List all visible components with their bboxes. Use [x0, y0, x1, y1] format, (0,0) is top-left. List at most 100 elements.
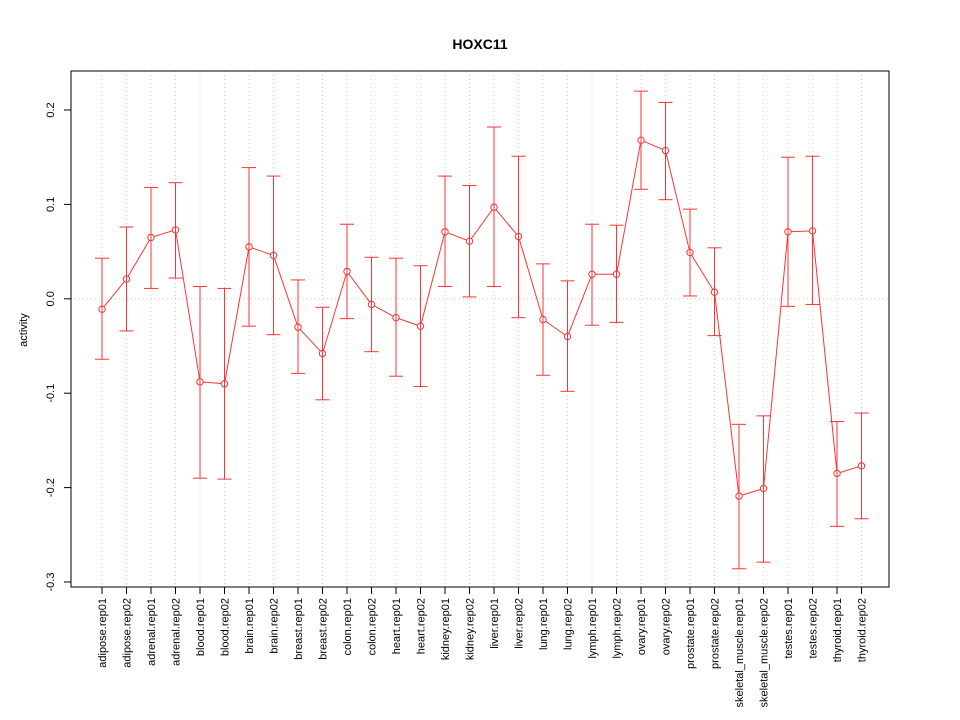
plot-frame [70, 70, 890, 588]
series-line-segment [665, 153, 690, 250]
x-tick-label: prostate.rep01 [685, 598, 697, 669]
x-tick-label: heart.rep01 [391, 598, 403, 654]
y-axis: -0.3 -0.2 -0.1 0.0 0.1 0.2 [45, 102, 71, 591]
data-point [245, 243, 253, 251]
x-tick-label: lymph.rep01 [587, 598, 599, 659]
error-bar [683, 208, 697, 297]
error-bar [487, 126, 501, 288]
data-point [318, 349, 327, 358]
x-tick-label: adrenal.rep02 [171, 598, 183, 666]
error-bar [511, 155, 526, 319]
data-point [710, 288, 719, 296]
series-line-segment [127, 239, 150, 277]
x-tick-label: adrenal.rep01 [146, 598, 158, 666]
series [95, 90, 869, 570]
series-line-segment [203, 381, 222, 385]
x-tick-label: blood.rep02 [220, 598, 232, 656]
y-tick-label: 0.0 [45, 291, 57, 306]
x-tick-label: adipose.rep02 [122, 598, 134, 668]
x-tick-label: liver.rep02 [514, 598, 526, 649]
data-point [784, 228, 792, 236]
error-bar [854, 412, 869, 520]
data-point [759, 484, 768, 493]
error-bar [609, 224, 624, 323]
series-line-segment [518, 239, 543, 317]
series-line-segment [812, 233, 838, 471]
error-bar [340, 223, 354, 320]
data-point [465, 237, 474, 245]
error-bar [732, 423, 746, 570]
error-bar [634, 90, 648, 190]
x-axis: adipose.rep01 adipose.rep02 adrenal.rep01 a… [97, 586, 869, 707]
error-bar [144, 186, 158, 289]
data-point [563, 332, 572, 341]
error-bar [389, 257, 403, 377]
series-line-segment [470, 209, 493, 239]
series-line-segment [741, 489, 761, 496]
data-point [637, 136, 645, 144]
x-tick-label: lymph.rep02 [612, 598, 624, 659]
data-point [686, 248, 694, 257]
error-bar [756, 415, 771, 563]
x-tick-label: breast.rep02 [318, 598, 330, 660]
x-tick-label: adipose.rep01 [97, 598, 109, 668]
error-bar [658, 101, 673, 201]
error-bar [168, 182, 183, 279]
data-point [122, 275, 131, 283]
chart-title: HOXC11 [452, 36, 507, 52]
error-bar [707, 247, 722, 337]
y-tick-label: -0.2 [45, 478, 57, 497]
error-bar [193, 286, 207, 479]
data-point [661, 146, 670, 155]
series-line-segment [691, 255, 714, 290]
error-bar [217, 287, 232, 480]
error-bar [95, 257, 109, 360]
series-line-segment [545, 320, 566, 336]
x-tick-label: testes.rep02 [808, 598, 820, 659]
error-bar [560, 280, 575, 392]
series-line-segment [175, 232, 200, 379]
series-line-segment [447, 232, 467, 241]
data-point [833, 469, 841, 478]
data-point [269, 251, 278, 260]
x-tick-label: ovary.rep01 [636, 598, 648, 655]
series-line-segment [763, 234, 789, 486]
data-point [171, 226, 180, 234]
data-point [98, 305, 106, 313]
x-tick-label: ovary.rep02 [661, 598, 673, 655]
y-tick-label: 0.2 [45, 102, 57, 117]
data-point [612, 270, 621, 278]
series-line-segment [103, 281, 125, 308]
x-tick-label: brain.rep02 [269, 598, 281, 654]
series-line-segment [153, 230, 173, 237]
data-point [343, 267, 351, 276]
error-bar [805, 155, 820, 305]
series-line-segment [791, 230, 810, 233]
error-bar [364, 256, 379, 353]
series-line-segment [322, 274, 347, 351]
data-point [392, 313, 400, 322]
x-tick-label: liver.rep01 [489, 598, 501, 649]
x-tick-label: thyroid.rep01 [832, 598, 844, 662]
series-line-segment [616, 143, 641, 272]
error-bar [119, 226, 134, 332]
error-bar [291, 279, 305, 374]
series-line-segment [714, 295, 740, 493]
data-point [220, 380, 229, 388]
data-point [539, 315, 547, 324]
series-line-segment [274, 258, 298, 325]
series-line-segment [348, 273, 370, 303]
data-point [367, 300, 376, 309]
series-line-segment [251, 247, 271, 255]
y-tick-label: 0.1 [45, 197, 57, 212]
x-tick-label: colon.rep02 [367, 598, 379, 656]
y-tick-label: -0.3 [45, 573, 57, 592]
data-point [294, 323, 302, 331]
x-tick-label: blood.rep01 [195, 598, 207, 656]
error-bar [266, 175, 281, 336]
error-bar [242, 167, 256, 327]
series-line-segment [839, 466, 859, 473]
data-point [147, 233, 155, 242]
y-axis-label: activity [18, 313, 30, 347]
